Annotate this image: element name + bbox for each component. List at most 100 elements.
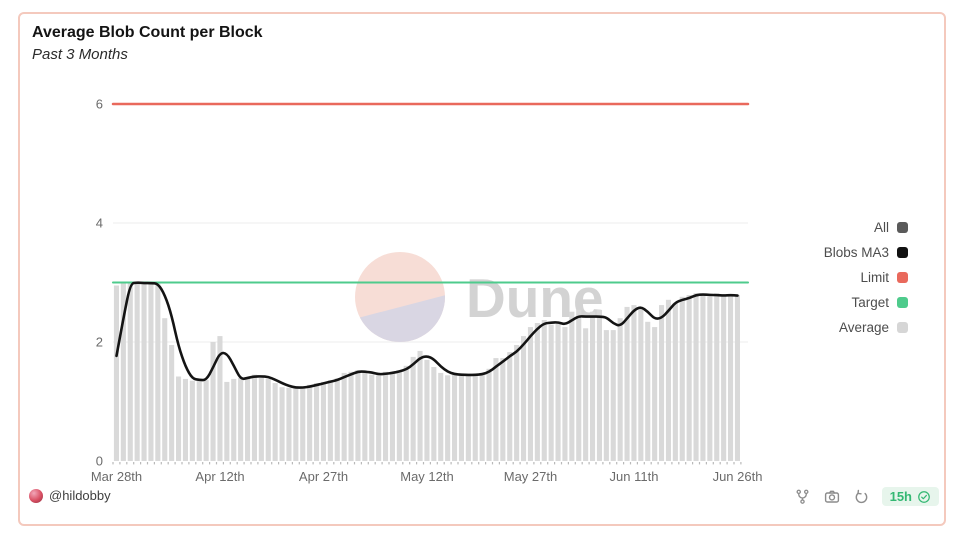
bar[interactable] xyxy=(182,378,188,461)
bar[interactable] xyxy=(693,293,699,461)
bar[interactable] xyxy=(389,371,395,462)
bar[interactable] xyxy=(314,383,320,461)
bar[interactable] xyxy=(245,377,251,461)
bar[interactable] xyxy=(569,311,575,461)
bar[interactable] xyxy=(189,380,195,461)
bar[interactable] xyxy=(355,370,361,461)
bar[interactable] xyxy=(327,380,333,461)
bar[interactable] xyxy=(279,387,285,461)
bar[interactable] xyxy=(438,372,444,461)
legend-item-blobs-ma3[interactable]: Blobs MA3 xyxy=(824,240,908,265)
bar[interactable] xyxy=(300,387,306,461)
bar[interactable] xyxy=(617,318,623,461)
bar[interactable] xyxy=(231,378,237,461)
bar[interactable] xyxy=(452,374,458,461)
bar[interactable] xyxy=(286,387,292,461)
bar[interactable] xyxy=(396,370,402,461)
bar[interactable] xyxy=(541,320,547,461)
bar[interactable] xyxy=(410,356,416,461)
bar[interactable] xyxy=(265,378,271,461)
bar[interactable] xyxy=(383,371,389,462)
screenshot-button[interactable] xyxy=(824,489,840,505)
refresh-button[interactable] xyxy=(853,489,869,505)
bar[interactable] xyxy=(624,306,630,461)
bar[interactable] xyxy=(472,374,478,461)
bar[interactable] xyxy=(176,376,182,462)
bar[interactable] xyxy=(603,330,609,461)
bar[interactable] xyxy=(376,375,382,461)
bar[interactable] xyxy=(652,327,658,461)
bar[interactable] xyxy=(224,381,230,461)
bar[interactable] xyxy=(514,345,520,461)
bar[interactable] xyxy=(534,323,540,461)
bar[interactable] xyxy=(493,358,499,461)
bar[interactable] xyxy=(424,359,430,461)
bar[interactable] xyxy=(479,372,485,461)
bar[interactable] xyxy=(631,305,637,461)
bar[interactable] xyxy=(576,309,582,461)
bar[interactable] xyxy=(210,342,216,461)
bar[interactable] xyxy=(141,284,147,461)
bar[interactable] xyxy=(672,302,678,461)
bar[interactable] xyxy=(521,336,527,462)
bar[interactable] xyxy=(500,358,506,461)
bar[interactable] xyxy=(293,387,299,461)
bar[interactable] xyxy=(458,374,464,461)
bar[interactable] xyxy=(445,375,451,461)
bar[interactable] xyxy=(700,295,706,461)
bar[interactable] xyxy=(348,371,354,462)
bar[interactable] xyxy=(307,384,313,461)
bar[interactable] xyxy=(679,296,685,461)
bar[interactable] xyxy=(320,381,326,461)
bar[interactable] xyxy=(251,374,257,461)
bar[interactable] xyxy=(162,318,168,461)
legend-item-all[interactable]: All xyxy=(824,215,908,240)
bar[interactable] xyxy=(431,367,437,461)
bar[interactable] xyxy=(596,309,602,461)
bar[interactable] xyxy=(555,321,561,461)
author-link[interactable]: @hildobby xyxy=(29,488,111,503)
bar[interactable] xyxy=(272,383,278,461)
line-series-blobs-ma3[interactable] xyxy=(115,281,739,389)
fork-button[interactable] xyxy=(795,489,811,505)
bar[interactable] xyxy=(562,327,568,461)
bar[interactable] xyxy=(486,368,492,461)
bar[interactable] xyxy=(369,374,375,461)
bar[interactable] xyxy=(148,282,154,462)
bar-series-average[interactable] xyxy=(113,282,740,462)
bar[interactable] xyxy=(734,295,740,461)
bar[interactable] xyxy=(362,372,368,461)
bar[interactable] xyxy=(203,380,209,461)
legend-item-target[interactable]: Target xyxy=(824,290,908,315)
legend-item-limit[interactable]: Limit xyxy=(824,265,908,290)
legend-item-average[interactable]: Average xyxy=(824,315,908,340)
bar[interactable] xyxy=(120,282,126,462)
bar[interactable] xyxy=(334,378,340,461)
bar[interactable] xyxy=(721,296,727,461)
bar[interactable] xyxy=(645,321,651,461)
bar[interactable] xyxy=(134,282,140,462)
last-updated-badge[interactable]: 15h xyxy=(881,487,939,506)
bar[interactable] xyxy=(113,285,119,462)
bar[interactable] xyxy=(527,327,533,461)
bar[interactable] xyxy=(465,375,471,461)
bar[interactable] xyxy=(127,282,133,462)
bar[interactable] xyxy=(417,350,423,461)
bar[interactable] xyxy=(548,324,554,461)
bar[interactable] xyxy=(155,283,161,461)
bar[interactable] xyxy=(659,305,665,461)
bar[interactable] xyxy=(590,311,596,461)
bar[interactable] xyxy=(728,295,734,461)
bar[interactable] xyxy=(583,328,589,461)
bar[interactable] xyxy=(169,345,175,461)
bar[interactable] xyxy=(714,293,720,461)
bar[interactable] xyxy=(258,377,264,461)
bar[interactable] xyxy=(665,299,671,461)
bar[interactable] xyxy=(217,336,223,462)
bar[interactable] xyxy=(507,352,513,461)
bar[interactable] xyxy=(238,377,244,461)
bar[interactable] xyxy=(638,308,644,461)
bar[interactable] xyxy=(341,372,347,461)
bar[interactable] xyxy=(610,330,616,461)
